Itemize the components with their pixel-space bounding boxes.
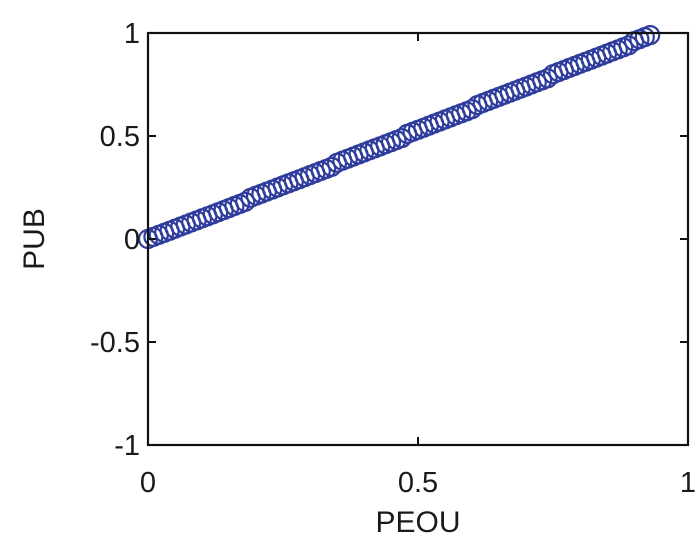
plot-background bbox=[148, 33, 688, 445]
y-tick-label: 0.5 bbox=[100, 121, 140, 153]
x-tick-label: 0 bbox=[140, 467, 156, 499]
data-point bbox=[235, 191, 256, 212]
y-tick-label: -0.5 bbox=[90, 327, 140, 359]
data-point bbox=[321, 156, 342, 177]
ticks-layer: 0 0.5 1 1 0.5 0 -0.5 -1 bbox=[90, 18, 696, 499]
data-point bbox=[618, 35, 639, 56]
y-tick-label: -1 bbox=[114, 430, 140, 462]
y-tick-label: 1 bbox=[124, 18, 140, 50]
data-point bbox=[640, 24, 661, 46]
y-tick-label: 0 bbox=[124, 224, 140, 256]
data-point bbox=[391, 128, 412, 149]
points-layer bbox=[137, 24, 661, 250]
x-tick-label: 1 bbox=[680, 467, 696, 499]
x-tick-label: 0.5 bbox=[398, 467, 438, 499]
x-axis-title: PEOU bbox=[375, 506, 460, 539]
data-point bbox=[537, 68, 558, 89]
data-point bbox=[461, 99, 483, 120]
y-axis-title: PUB bbox=[18, 208, 51, 270]
